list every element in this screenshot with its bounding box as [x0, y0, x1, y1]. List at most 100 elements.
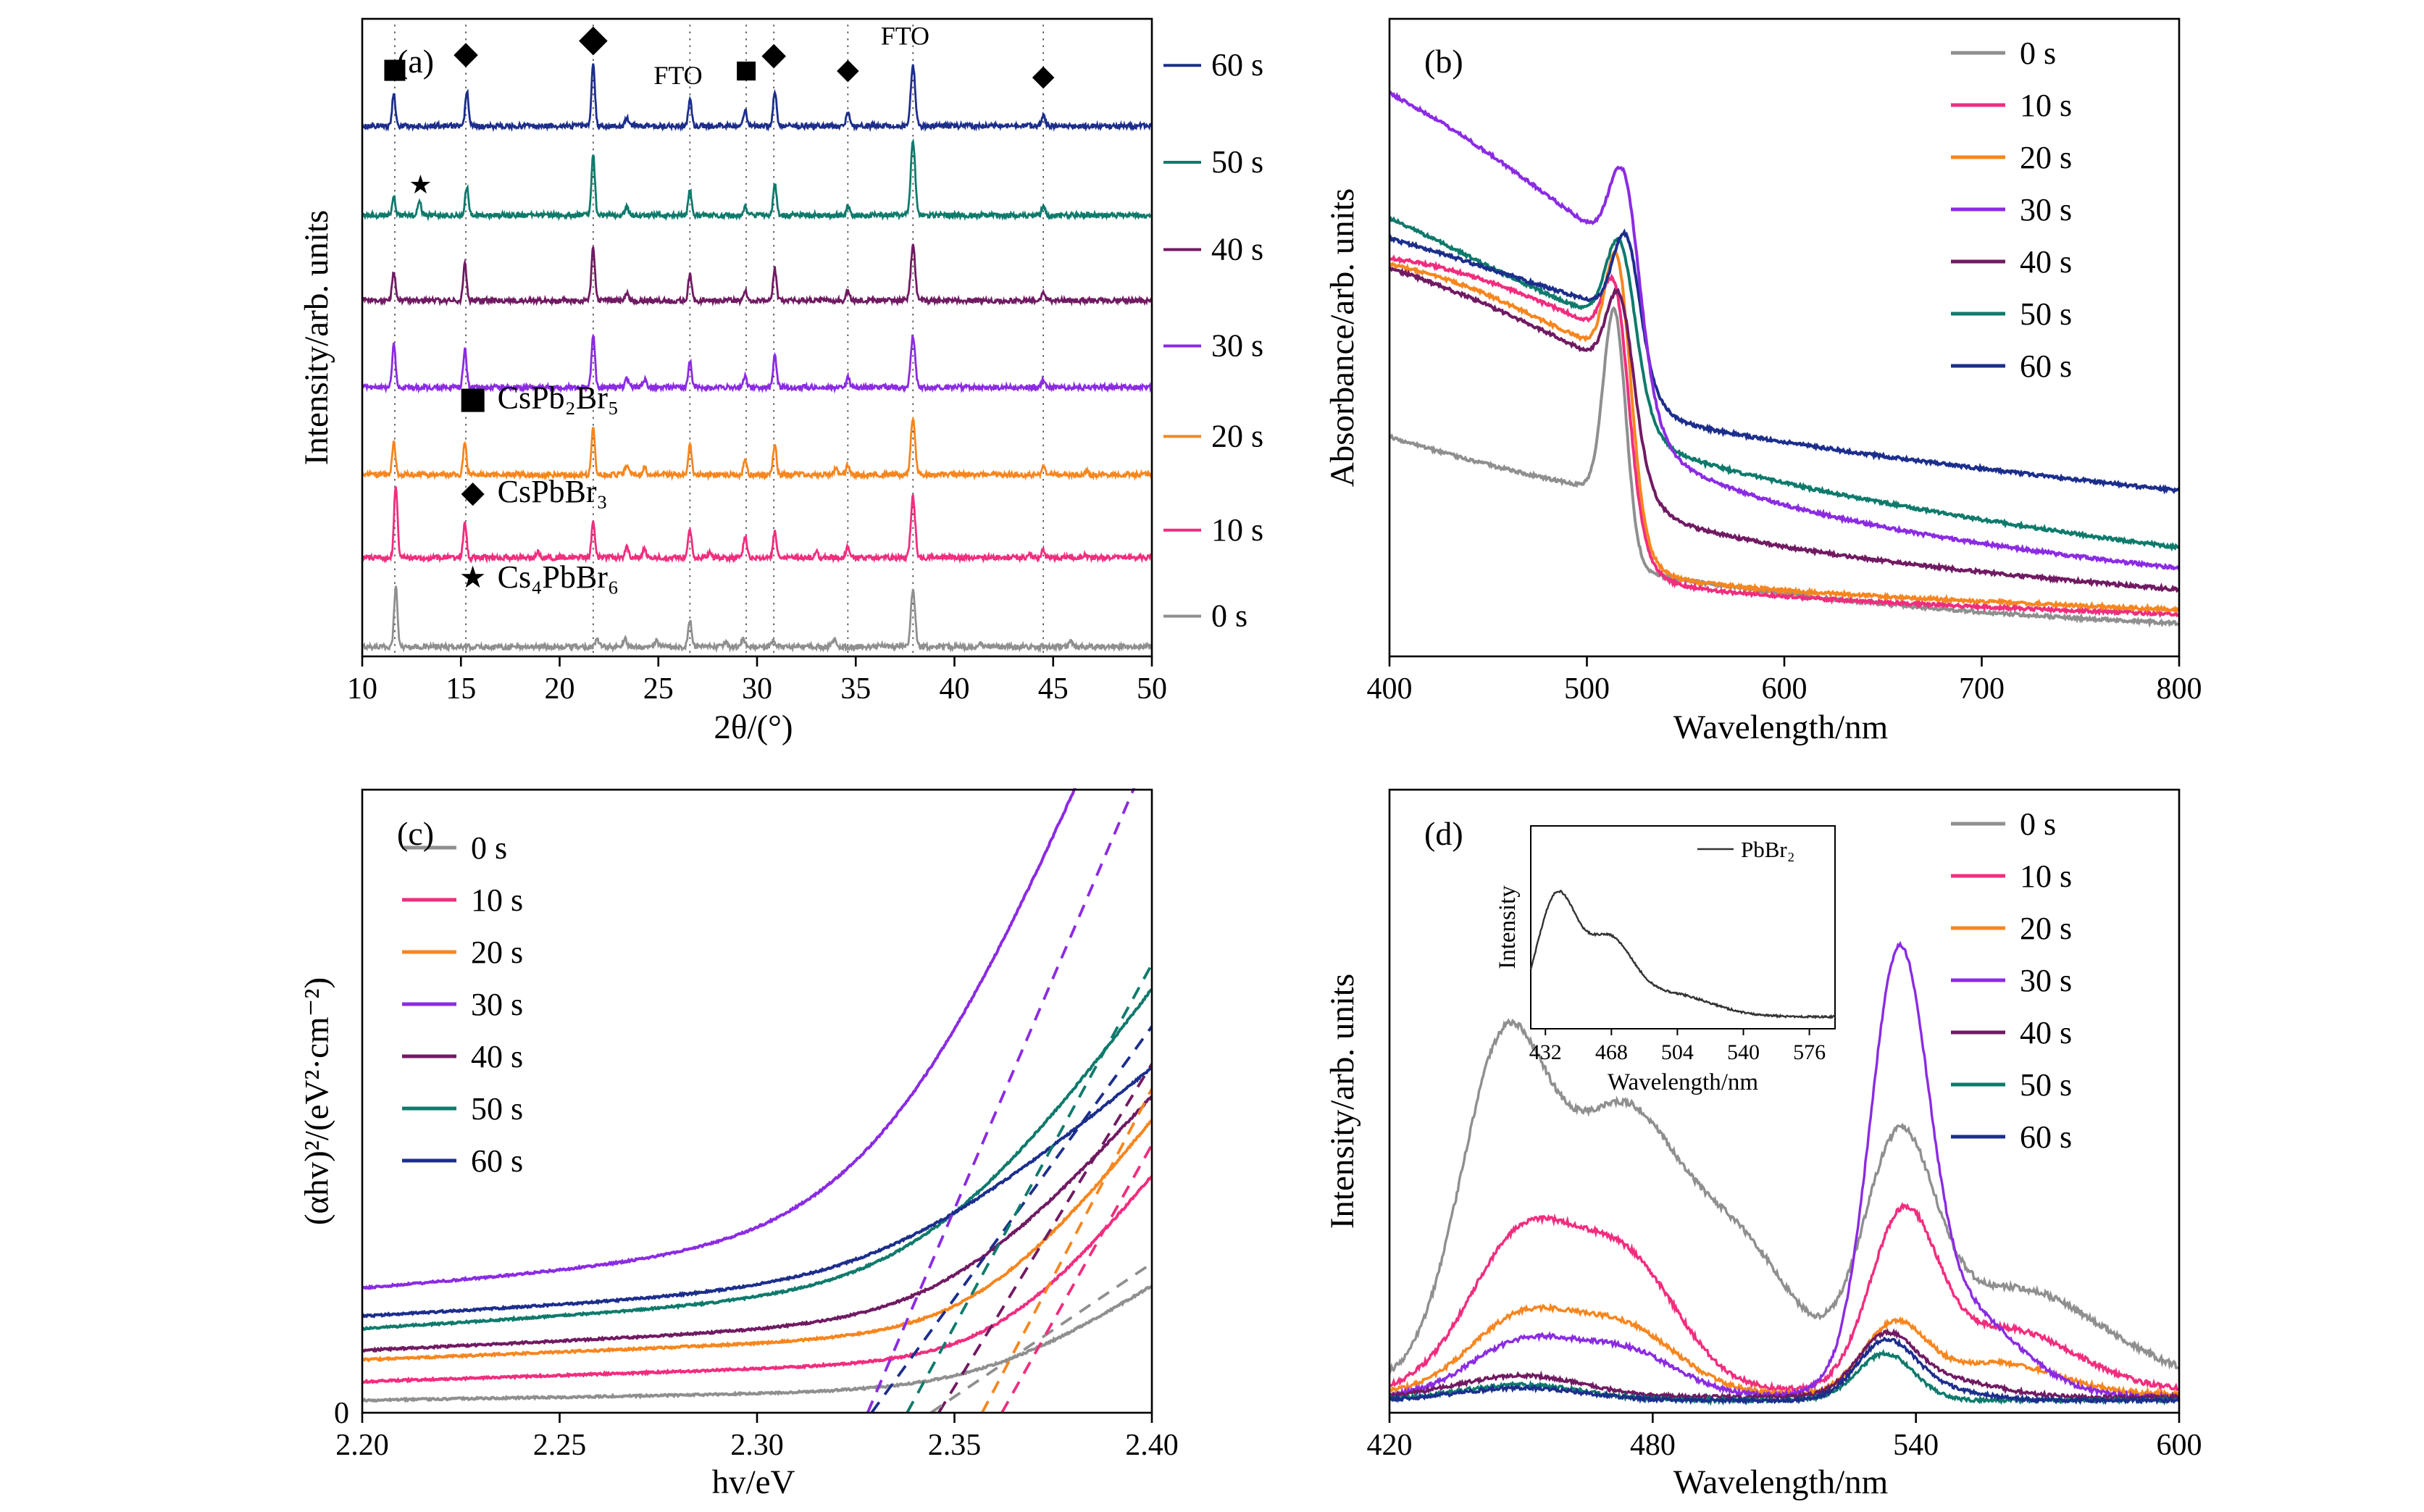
legend-label-20s: 20 s	[2020, 140, 2072, 175]
phase-marker-icon: ◆	[837, 53, 859, 86]
phase-legend-label: CsPbBr₃	[498, 474, 608, 509]
tauc-extrapolation-40s	[937, 1063, 1152, 1413]
x-tick-label: 2.40	[1125, 1429, 1179, 1462]
legend-label-0s: 0 s	[471, 830, 507, 866]
x-tick-label: 700	[1959, 672, 2005, 706]
inset-x-tick-label: 468	[1595, 1040, 1628, 1064]
series-time-label-0s: 0 s	[1211, 598, 1247, 634]
x-tick-label: 2.35	[928, 1429, 982, 1462]
legend-label-0s: 0 s	[2020, 806, 2056, 842]
x-tick-label: 50	[1137, 672, 1167, 706]
xrd-curve-60s	[362, 63, 1152, 133]
phase-legend-icon: ◆	[461, 474, 485, 509]
xrd-curve-30s	[362, 333, 1152, 394]
fto-label: FTO	[881, 21, 929, 50]
curves-group	[1389, 90, 2179, 628]
tauc-extrapolation-30s	[866, 788, 1136, 1413]
inset-x-tick-label: 504	[1661, 1040, 1694, 1064]
panel-d-tag: (d)	[1424, 815, 1463, 852]
panel-a-ylabel: Intensity/arb. units	[298, 209, 335, 466]
x-tick-label: 25	[643, 672, 674, 706]
panel-d-plot: 420 480 540 600 0 s 10 s 20 s 30 s 40 s 50 s 60 s 4…	[1367, 788, 2202, 1462]
pl-curve-10s	[1389, 1201, 2179, 1394]
xrd-curve-40s	[362, 243, 1152, 307]
panel-b-tag: (b)	[1424, 43, 1463, 80]
tauc-curve-30s	[362, 788, 1077, 1290]
legend-label-20s: 20 s	[471, 935, 523, 970]
curves-group	[1389, 940, 2179, 1406]
pl-curve-40s	[1389, 1328, 2179, 1403]
panel-d-xlabel: Wavelength/nm	[1673, 1463, 1889, 1501]
phase-marker-icon: ■	[382, 52, 408, 84]
spectra-curve-20s	[1389, 249, 2179, 614]
inset-x-tick-label: 540	[1727, 1040, 1760, 1064]
inset-xlabel: Wavelength/nm	[1608, 1069, 1758, 1095]
legend-label-20s: 20 s	[2020, 911, 2072, 946]
legend-label-10s: 10 s	[2020, 88, 2072, 123]
x-tick-label: 800	[2157, 672, 2202, 706]
spectra-curve-60s	[1389, 228, 2179, 495]
x-tick-label: 2.25	[533, 1429, 587, 1462]
panel-b-plot: 400 500 600 700 800 0 s 10 s 20 s 30 s 40 s 50 s 60…	[1367, 17, 2202, 706]
legend-label-40s: 40 s	[2020, 1015, 2072, 1051]
phase-legend-icon: ★	[459, 559, 487, 595]
series-time-label-50s: 50 s	[1211, 144, 1263, 180]
phase-marker-icon: ◆	[454, 34, 478, 71]
pl-curve-60s	[1389, 1336, 2179, 1406]
tauc-extrapolation-10s	[1000, 1144, 1152, 1413]
phase-legend-icon: ■	[459, 380, 488, 416]
x-tick-label: 2.20	[335, 1429, 389, 1462]
phase-marker-icon: ■	[735, 55, 758, 84]
inset-x-tick-label: 432	[1529, 1040, 1562, 1064]
inset-curve	[1529, 890, 1836, 1019]
spectra-curve-30s	[1389, 90, 2179, 571]
phase-marker-icon: ◆	[1032, 59, 1055, 92]
plot-frame	[1388, 788, 2181, 1414]
panel-b-xlabel: Wavelength/nm	[1673, 709, 1889, 746]
inset-x-tick-label: 576	[1793, 1040, 1826, 1064]
panel-b-ylabel: Absorbance/arb. units	[1324, 188, 1361, 488]
panel-a-xlabel: 2θ/(°)	[714, 709, 793, 746]
tauc-curve-40s	[362, 1095, 1152, 1353]
series-time-label-60s: 60 s	[1211, 47, 1263, 83]
curves-group	[362, 788, 1152, 1403]
xrd-curve-0s	[362, 585, 1152, 653]
panel-d-ylabel: Intensity/arb. units	[1324, 973, 1361, 1229]
pl-curve-20s	[1389, 1303, 2179, 1400]
legend-label-40s: 40 s	[2020, 244, 2072, 280]
x-tick-label: 500	[1564, 672, 1610, 706]
curves-group	[362, 63, 1152, 653]
star-marker-icon: ★	[409, 170, 432, 200]
x-tick-label: 40	[940, 672, 970, 706]
x-tick-label: 30	[742, 672, 772, 706]
x-tick-label: 20	[545, 672, 575, 706]
tauc-curve-10s	[362, 1175, 1152, 1384]
tauc-curve-60s	[362, 1066, 1152, 1319]
tauc-extrapolation-60s	[870, 1025, 1152, 1414]
phase-legend-label: Cs₄PbBr₆	[498, 559, 619, 595]
legend-label-40s: 40 s	[471, 1039, 523, 1074]
x-tick-label: 45	[1038, 672, 1069, 706]
legend-label-10s: 10 s	[471, 882, 523, 918]
inset: 432 468 504 540 576 Wavelength/nm Intensity PbB…	[1495, 825, 1836, 1095]
x-tick-label: 480	[1630, 1429, 1676, 1462]
legend-label-60s: 60 s	[471, 1143, 523, 1179]
tauc-extrapolation-20s	[980, 1087, 1152, 1413]
legend-label-60s: 60 s	[2020, 348, 2072, 384]
legend-label-0s: 0 s	[2020, 35, 2056, 71]
x-tick-label: 600	[2157, 1429, 2202, 1462]
legend-label-30s: 30 s	[2020, 192, 2072, 227]
tauc-curve-50s	[362, 987, 1152, 1332]
legend-label-30s: 30 s	[471, 987, 523, 1022]
panel-a-tag: (a)	[397, 43, 435, 80]
spectra-curve-40s	[1389, 266, 2179, 593]
series-time-label-10s: 10 s	[1211, 512, 1263, 548]
y-tick-zero-label: 0	[334, 1397, 349, 1430]
panel-c-ylabel: (αhv)²/(eV²·cm⁻²)	[298, 977, 336, 1226]
series-time-label-30s: 30 s	[1211, 327, 1263, 363]
pl-curve-0s	[1389, 1018, 2179, 1374]
x-tick-label: 35	[840, 672, 871, 706]
x-tick-label: 10	[347, 672, 377, 706]
inset-legend-label: PbBr₂	[1741, 837, 1795, 862]
